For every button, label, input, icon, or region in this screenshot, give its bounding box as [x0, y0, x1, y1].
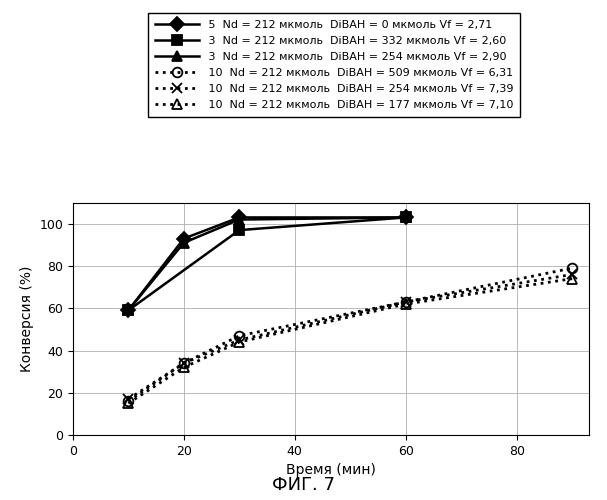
- Text: ФИГ. 7: ФИГ. 7: [272, 476, 335, 494]
- Legend:  5  Nd = 212 мкмоль  DiBAH = 0 мкмоль Vf = 2,71,  3  Nd = 212 мкмоль  DiBAH = 33: 5 Nd = 212 мкмоль DiBAH = 0 мкмоль Vf = …: [148, 13, 520, 117]
- X-axis label: Время (мин): Время (мин): [286, 464, 376, 477]
- Y-axis label: Конверсия (%): Конверсия (%): [19, 266, 33, 372]
